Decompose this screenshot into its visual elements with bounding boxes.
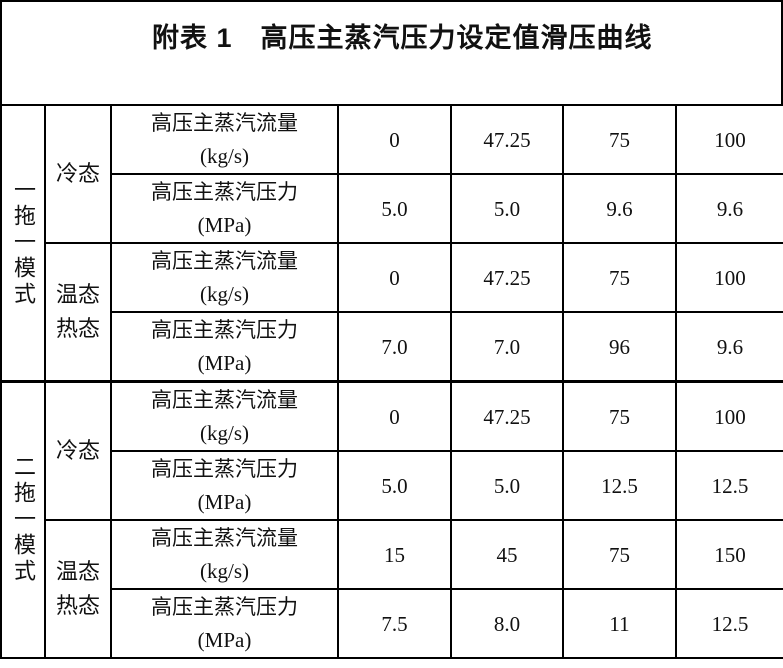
state-label: 温态热态 [55,282,100,341]
param-cell: 高压主蒸汽流量 (kg/s) [110,242,339,313]
value-cell: 15 [337,519,452,590]
value-cell: 12.5 [675,588,783,659]
param-cell: 高压主蒸汽流量 (kg/s) [110,380,339,452]
table-row: 高压主蒸汽压力 (MPa) 7.5 8.0 11 12.5 [1,588,783,659]
value-cell: 96 [562,311,677,383]
value-cell: 75 [562,519,677,590]
mode-cell: 一拖一模式 [0,104,46,383]
param-name: 高压主蒸汽压力 [151,317,298,342]
value-cell: 7.0 [337,311,452,383]
value-cell: 45 [450,519,564,590]
state-label: 冷态 [55,161,100,186]
value-cell: 100 [675,104,783,175]
table-row: 高压主蒸汽压力 (MPa) 7.0 7.0 96 9.6 [1,311,783,383]
value-cell: 100 [675,242,783,313]
param-unit: (kg/s) [200,558,249,583]
value-cell: 7.0 [450,311,564,383]
param-name: 高压主蒸汽压力 [151,594,298,619]
value-cell: 75 [562,242,677,313]
table-row: 二拖一模式 冷态 高压主蒸汽流量 (kg/s) 0 47.25 75 100 [0,380,783,659]
param-unit: (kg/s) [200,420,249,445]
param-name: 高压主蒸汽压力 [151,456,298,481]
param-cell: 高压主蒸汽流量 (kg/s) [110,519,339,590]
table-row: 高压主蒸汽压力 (MPa) 5.0 5.0 9.6 9.6 [1,173,783,244]
param-name: 高压主蒸汽流量 [151,110,298,135]
value-cell: 150 [675,519,783,590]
param-unit: (MPa) [197,489,252,514]
param-cell: 高压主蒸汽流量 (kg/s) [110,104,339,175]
param-name: 高压主蒸汽流量 [151,387,298,412]
value-cell: 75 [562,380,677,452]
value-cell: 12.5 [562,450,677,521]
table-row: 高压主蒸汽压力 (MPa) 5.0 5.0 12.5 12.5 [1,450,783,521]
param-unit: (kg/s) [200,281,249,306]
value-cell: 9.6 [675,311,783,383]
value-cell: 47.25 [450,104,564,175]
value-cell: 100 [675,380,783,452]
value-cell: 5.0 [337,450,452,521]
table-row: 一拖一模式 冷态 高压主蒸汽流量 (kg/s) 0 47.25 75 100 [0,104,783,383]
value-cell: 0 [337,380,452,452]
table-row: 温态热态 高压主蒸汽流量 (kg/s) 0 47.25 75 100 [1,242,783,383]
param-cell: 高压主蒸汽压力 (MPa) [110,173,339,244]
value-cell: 47.25 [450,242,564,313]
param-cell: 高压主蒸汽压力 (MPa) [110,450,339,521]
param-name: 高压主蒸汽压力 [151,179,298,204]
param-name: 高压主蒸汽流量 [151,248,298,273]
value-cell: 5.0 [450,173,564,244]
state-label: 冷态 [55,438,100,463]
table-title: 附表 1 高压主蒸汽压力设定值滑压曲线 [152,23,653,53]
param-unit: (kg/s) [200,143,249,168]
value-cell: 11 [562,588,677,659]
param-unit: (MPa) [197,627,252,652]
mode-cell: 二拖一模式 [0,380,46,659]
pressure-curve-table: 一拖一模式 冷态 高压主蒸汽流量 (kg/s) 0 47.25 75 100 高压主蒸汽压力 (M… [0,104,783,659]
param-cell: 高压主蒸汽压力 (MPa) [110,588,339,659]
state-label: 温态热态 [55,559,100,618]
value-cell: 7.5 [337,588,452,659]
param-unit: (MPa) [197,350,252,375]
title-box: 附表 1 高压主蒸汽压力设定值滑压曲线 [0,0,783,105]
param-name: 高压主蒸汽流量 [151,525,298,550]
param-unit: (MPa) [197,212,252,237]
state-cell: 温态热态 [44,519,112,659]
value-cell: 9.6 [675,173,783,244]
value-cell: 5.0 [450,450,564,521]
value-cell: 8.0 [450,588,564,659]
value-cell: 47.25 [450,380,564,452]
value-cell: 9.6 [562,173,677,244]
value-cell: 5.0 [337,173,452,244]
state-cell: 温态热态 [44,242,112,383]
value-cell: 75 [562,104,677,175]
value-cell: 0 [337,242,452,313]
table-row: 温态热态 高压主蒸汽流量 (kg/s) 15 45 75 150 [1,519,783,659]
state-cell: 冷态 [44,104,112,244]
value-cell: 0 [337,104,452,175]
state-cell: 冷态 [44,380,112,521]
param-cell: 高压主蒸汽压力 (MPa) [110,311,339,383]
value-cell: 12.5 [675,450,783,521]
